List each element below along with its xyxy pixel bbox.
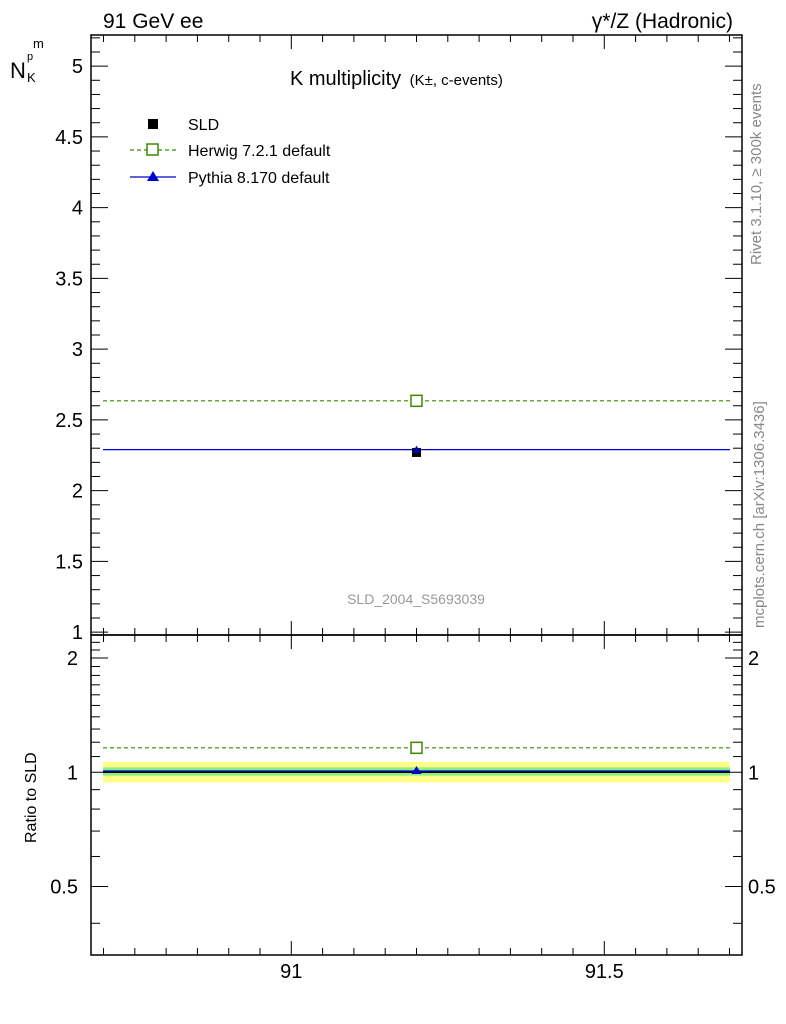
- plot-title-main: K multiplicity: [290, 68, 401, 90]
- main-ytick-label: 1.5: [55, 551, 83, 573]
- legend-marker-herwig: [146, 143, 159, 156]
- header-right: γ*/Z (Hadronic): [592, 10, 733, 33]
- ratio-xtick-labels: 91 91.5: [280, 961, 624, 983]
- legend: SLD Herwig 7.2.1 default Pythia 8.170 de…: [130, 117, 331, 187]
- legend-marker-pythia: [147, 171, 159, 181]
- main-axis-ticks: [91, 35, 742, 635]
- analysis-watermark: SLD_2004_S5693039: [347, 591, 485, 607]
- ratio-ytick-labels: 0.5 0.5 1 1 2 2: [50, 648, 776, 898]
- ratio-frame: [90, 634, 743, 956]
- main-ytick-label: 4: [72, 198, 83, 220]
- main-ylabel-main: N: [10, 58, 26, 83]
- legend-item-herwig: Herwig 7.2.1 default: [130, 143, 331, 160]
- plot-title: K multiplicity (K±, c-events): [290, 68, 503, 90]
- main-ytick-label: 5: [72, 56, 83, 78]
- plot-title-sub: (K±, c-events): [410, 72, 503, 89]
- ratio-ylabel: Ratio to SLD: [23, 752, 40, 843]
- main-ylabel-sup: p: [27, 51, 33, 63]
- main-ytick-label: 2: [72, 481, 83, 503]
- main-ytick-label: 3.5: [55, 268, 83, 290]
- mcplots-label: mcplots.cern.ch [arXiv:1306.3436]: [751, 401, 768, 628]
- ratio-ytick-label-right: 2: [748, 648, 759, 670]
- ratio-axis-ticks: [91, 635, 742, 955]
- main-panel: 1 1.5 2 2.5 3 3.5 4 4.5 5 N p K m K multiplicity…: [10, 34, 743, 644]
- legend-label-sld: SLD: [188, 117, 219, 134]
- legend-item-pythia: Pythia 8.170 default: [130, 170, 330, 187]
- ratio-ytick-label-left: 0.5: [50, 877, 78, 899]
- main-ytick-label: 2.5: [55, 410, 83, 432]
- ratio-ytick-label-left: 1: [67, 762, 78, 784]
- main-ytick-label: 1: [72, 622, 83, 644]
- ratio-pythia-marker: [411, 765, 422, 774]
- rivet-label: Rivet 3.1.10, ≥ 300k events: [748, 83, 765, 265]
- main-data-marks: [103, 394, 730, 457]
- ratio-ytick-label-right: 1: [748, 762, 759, 784]
- legend-label-herwig: Herwig 7.2.1 default: [188, 143, 331, 160]
- legend-marker-sld: [148, 119, 158, 129]
- header-left: 91 GeV ee: [103, 10, 203, 33]
- main-ylabel-sub2: m: [33, 36, 44, 51]
- pythia-marker: [412, 445, 421, 453]
- ratio-xtick-label: 91.5: [585, 961, 624, 983]
- ratio-data-marks: [103, 741, 730, 774]
- ratio-ytick-label-right: 0.5: [748, 877, 776, 899]
- main-ytick-labels: 1 1.5 2 2.5 3 3.5 4 4.5 5: [55, 56, 83, 644]
- main-ytick-label: 4.5: [55, 127, 83, 149]
- ratio-ytick-label-left: 2: [67, 648, 78, 670]
- ratio-herwig-marker: [410, 741, 423, 755]
- ratio-panel: 0.5 0.5 1 1 2 2 91 91.5 Ratio to SLD: [23, 634, 776, 983]
- main-ylabel-sub: K: [27, 70, 36, 85]
- main-ytick-label: 3: [72, 339, 83, 361]
- herwig-marker: [410, 394, 423, 408]
- legend-label-pythia: Pythia 8.170 default: [188, 170, 330, 187]
- ratio-xtick-label: 91: [280, 961, 302, 983]
- legend-item-sld: SLD: [148, 117, 219, 134]
- main-ylabel: N p K m: [10, 36, 44, 85]
